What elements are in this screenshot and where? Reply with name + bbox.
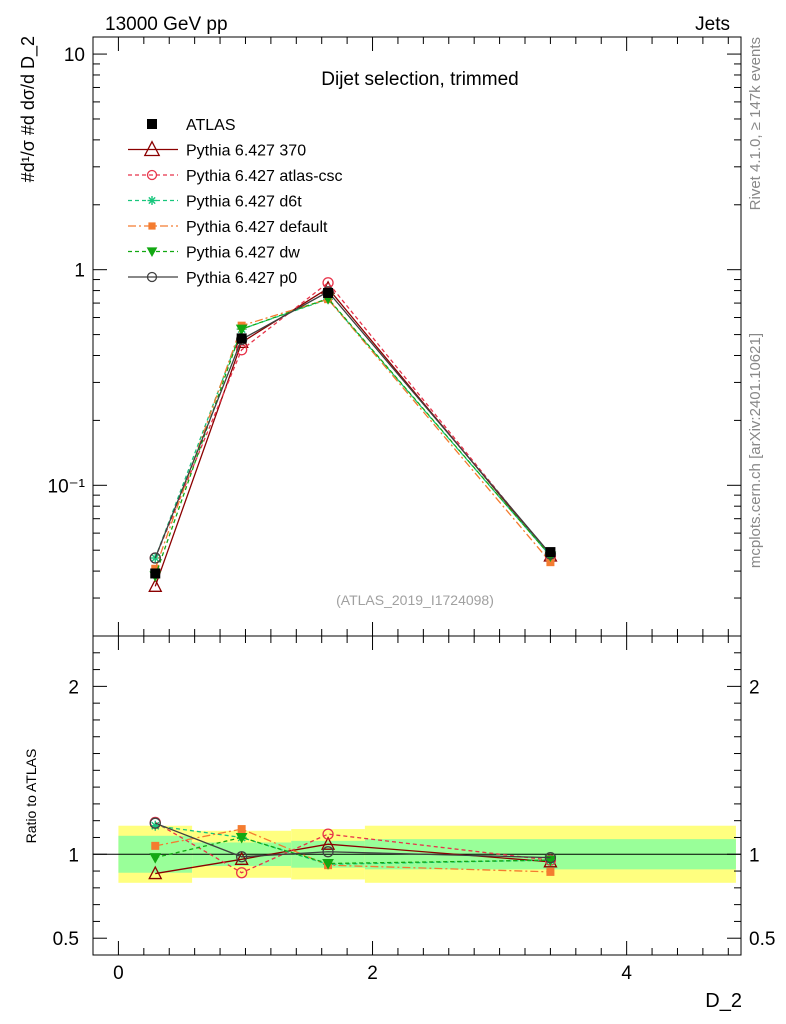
legend-entry: Pythia 6.427 d6t — [128, 194, 302, 211]
x-axis-label: D_2 — [705, 990, 742, 1012]
data-point — [236, 333, 247, 344]
legend-label: Pythia 6.427 370 — [186, 143, 306, 160]
legend-marker — [143, 140, 161, 157]
ratio-series — [148, 816, 558, 880]
ratio-point — [544, 851, 557, 864]
legend-entry: Pythia 6.427 default — [128, 219, 328, 236]
ratio-y-tick-label: 0.5 — [53, 929, 79, 950]
main-series — [148, 277, 558, 592]
y-tick-label: 10⁻¹ — [48, 476, 86, 497]
rivet-label: Rivet 4.1.0, ≥ 147k events — [747, 37, 764, 210]
legend-label: Pythia 6.427 dw — [186, 245, 300, 262]
legend-label: Pythia 6.427 default — [186, 219, 328, 236]
series-line — [154, 290, 551, 559]
legend-entry: Pythia 6.427 dw — [128, 245, 300, 262]
x-tick-label: 0 — [113, 963, 124, 984]
legend-marker — [147, 196, 157, 205]
ratio-ylabel: Ratio to ATLAS — [23, 749, 39, 844]
ratio-point — [235, 832, 248, 844]
header-left: 13000 GeV pp — [105, 14, 228, 35]
legend-label: Pythia 6.427 d6t — [186, 194, 302, 211]
ratio-line — [155, 836, 551, 865]
series-point — [149, 552, 161, 564]
series-line — [154, 298, 551, 559]
ratio-point — [149, 853, 162, 864]
legend-entry: Pythia 6.427 atlas-csc — [128, 168, 343, 185]
ratio-point — [322, 846, 334, 858]
ratio-point — [236, 851, 248, 863]
series-line — [154, 298, 551, 570]
legend-label: ATLAS — [186, 117, 236, 134]
ratio-point — [237, 825, 246, 834]
ratio-y-tick-label: 1 — [749, 845, 760, 866]
series-point — [546, 558, 555, 567]
data-point — [323, 287, 334, 298]
ratio-y-tick-label: 2 — [68, 677, 79, 698]
ratio-y-tick-label: 2 — [749, 677, 760, 698]
y-tick-label: 1 — [74, 261, 85, 282]
ratio-point — [544, 855, 557, 867]
series-line — [154, 297, 551, 577]
legend-marker — [146, 169, 158, 181]
ratio-point — [234, 851, 249, 865]
series-point — [322, 277, 334, 289]
series-line — [154, 287, 551, 587]
ratio-line — [155, 822, 551, 859]
legend-entry: ATLAS — [147, 117, 236, 134]
y-tick-label: 10 — [64, 45, 85, 66]
ratio-line — [155, 843, 551, 875]
legend-label: Pythia 6.427 atlas-csc — [186, 168, 343, 185]
series-point — [148, 578, 163, 592]
data-point — [545, 547, 556, 558]
analysis-watermark: (ATLAS_2019_I1724098) — [336, 592, 494, 608]
chart-title: Dijet selection, trimmed — [321, 69, 518, 90]
ratio-point — [149, 817, 161, 829]
data-point — [150, 568, 161, 579]
legend-marker — [148, 222, 156, 230]
header-right: Jets — [695, 14, 730, 35]
ratio-point — [151, 841, 160, 850]
series-point — [235, 324, 248, 336]
mcplots-label: mcplots.cern.ch [arXiv:2401.10621] — [747, 333, 764, 568]
x-tick-label: 4 — [621, 963, 632, 984]
ratio-frame — [92, 635, 742, 956]
ratio-point — [320, 836, 336, 850]
x-tick-label: 2 — [367, 963, 378, 984]
ratio-y-tick-label: 0.5 — [749, 929, 775, 950]
ratio-point — [236, 867, 248, 879]
ratio-panel: 0.5 0.5 1 1 2 2 0 2 4 — [53, 635, 775, 984]
legend-marker — [147, 119, 157, 129]
ratio-line — [155, 828, 551, 873]
ratio-point — [148, 865, 163, 880]
legend-label: Pythia 6.427 p0 — [186, 270, 297, 287]
legend-entry: Pythia 6.427 p0 — [128, 270, 297, 287]
ratio-y-tick-label: 1 — [68, 845, 79, 866]
legend-entry: Pythia 6.427 370 — [128, 140, 306, 160]
legend-marker — [146, 271, 158, 283]
legend: ATLAS Pythia 6.427 370 Pythia 6.427 atlas-… — [128, 117, 343, 287]
ratio-point — [150, 820, 161, 831]
ratio-point — [546, 867, 555, 876]
legend-marker — [146, 247, 158, 258]
ratio-point — [322, 858, 334, 870]
star-stroke — [148, 196, 156, 205]
main-ylabel: #d¹/σ #d dσ/d D_2 — [18, 36, 39, 182]
ratio-point — [322, 828, 334, 840]
